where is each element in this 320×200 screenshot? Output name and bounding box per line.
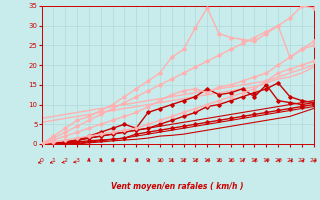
X-axis label: Vent moyen/en rafales ( km/h ): Vent moyen/en rafales ( km/h ) [111,182,244,191]
